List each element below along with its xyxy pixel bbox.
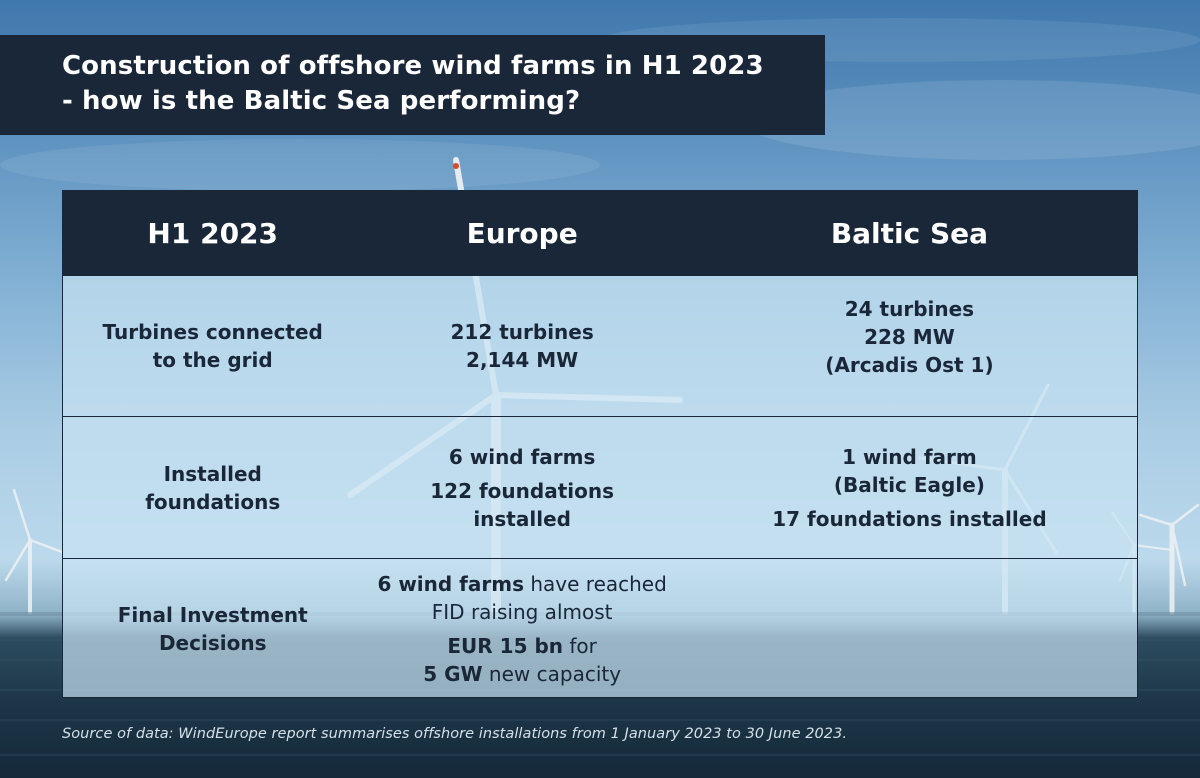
header-period: H1 2023: [147, 216, 279, 250]
table-row-final-investment-decisions: Final Investment Decisions 6 wind farms …: [63, 558, 1137, 699]
value-line: 228 MW: [864, 325, 955, 349]
fid-text: have reached: [524, 572, 667, 596]
table-row-installed-foundations: Installed foundations 6 wind farms 122 f…: [63, 416, 1137, 558]
baltic-value: 1 wind farm (Baltic Eagle) 17 foundation…: [682, 443, 1137, 533]
title-line-1: Construction of offshore wind farms in H…: [62, 51, 764, 81]
value-line: (Arcadis Ost 1): [825, 353, 994, 377]
row-label: Installed foundations: [63, 460, 362, 516]
label-line: to the grid: [152, 348, 273, 372]
value-line: 2,144 MW: [466, 348, 579, 372]
fid-line-1: 6 wind farms have reached: [377, 570, 666, 598]
fid-text: for: [563, 634, 597, 658]
fid-bold: 5 GW: [423, 662, 483, 686]
label-line: Decisions: [158, 631, 267, 655]
value-line: 1 wind farm: [842, 444, 977, 469]
fid-bold: EUR 15 bn: [447, 634, 564, 658]
fid-line-2: FID raising almost: [431, 600, 613, 624]
header-europe: Europe: [466, 216, 578, 250]
europe-value: 6 wind farms 122 foundations installed: [362, 443, 681, 533]
baltic-value: 24 turbines 228 MW (Arcadis Ost 1): [682, 295, 1137, 379]
label-line: foundations: [145, 489, 281, 514]
table-header: H1 2023 Europe Baltic Sea: [63, 191, 1137, 275]
value-line: (Baltic Eagle): [833, 472, 985, 497]
header-baltic-sea: Baltic Sea: [830, 216, 989, 250]
fid-text: new capacity: [482, 662, 622, 686]
row-label: Final Investment Decisions: [63, 601, 362, 657]
comparison-table: H1 2023 Europe Baltic Sea Turbines conne…: [62, 190, 1138, 698]
value-line: installed: [473, 506, 571, 531]
page-title: Construction of offshore wind farms in H…: [62, 49, 825, 119]
fid-bold: 6 wind farms: [377, 572, 524, 596]
label-line: Turbines connected: [102, 320, 323, 344]
title-line-2: - how is the Baltic Sea performing?: [62, 86, 581, 116]
fid-line-4: 5 GW new capacity: [423, 660, 621, 688]
source-note: Source of data: WindEurope report summar…: [62, 726, 847, 742]
title-banner: Construction of offshore wind farms in H…: [0, 35, 825, 135]
value-line: 212 turbines: [450, 320, 594, 344]
value-line: 17 foundations installed: [772, 506, 1047, 531]
europe-value: 212 turbines 2,144 MW: [362, 318, 681, 374]
value-line: 122 foundations: [430, 478, 615, 503]
row-label: Turbines connected to the grid: [63, 318, 362, 374]
value-line: 24 turbines: [844, 297, 975, 321]
label-line: Installed: [163, 461, 262, 486]
table-row-turbines-connected: Turbines connected to the grid 212 turbi…: [63, 275, 1137, 416]
fid-line-3: EUR 15 bn for: [447, 632, 596, 660]
label-line: Final Investment: [117, 603, 308, 627]
value-line: 6 wind farms: [448, 444, 596, 469]
europe-fid-value: 6 wind farms have reached FID raising al…: [362, 570, 681, 688]
